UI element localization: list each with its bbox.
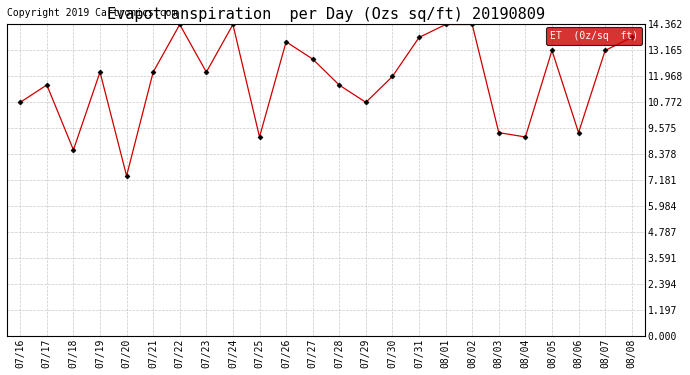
Title: Evapotranspiration  per Day (Ozs sq/ft) 20190809: Evapotranspiration per Day (Ozs sq/ft) 2… (107, 7, 545, 22)
Legend: ET  (0z/sq  ft): ET (0z/sq ft) (546, 27, 642, 45)
Text: Copyright 2019 Cartronics.com: Copyright 2019 Cartronics.com (7, 8, 177, 18)
